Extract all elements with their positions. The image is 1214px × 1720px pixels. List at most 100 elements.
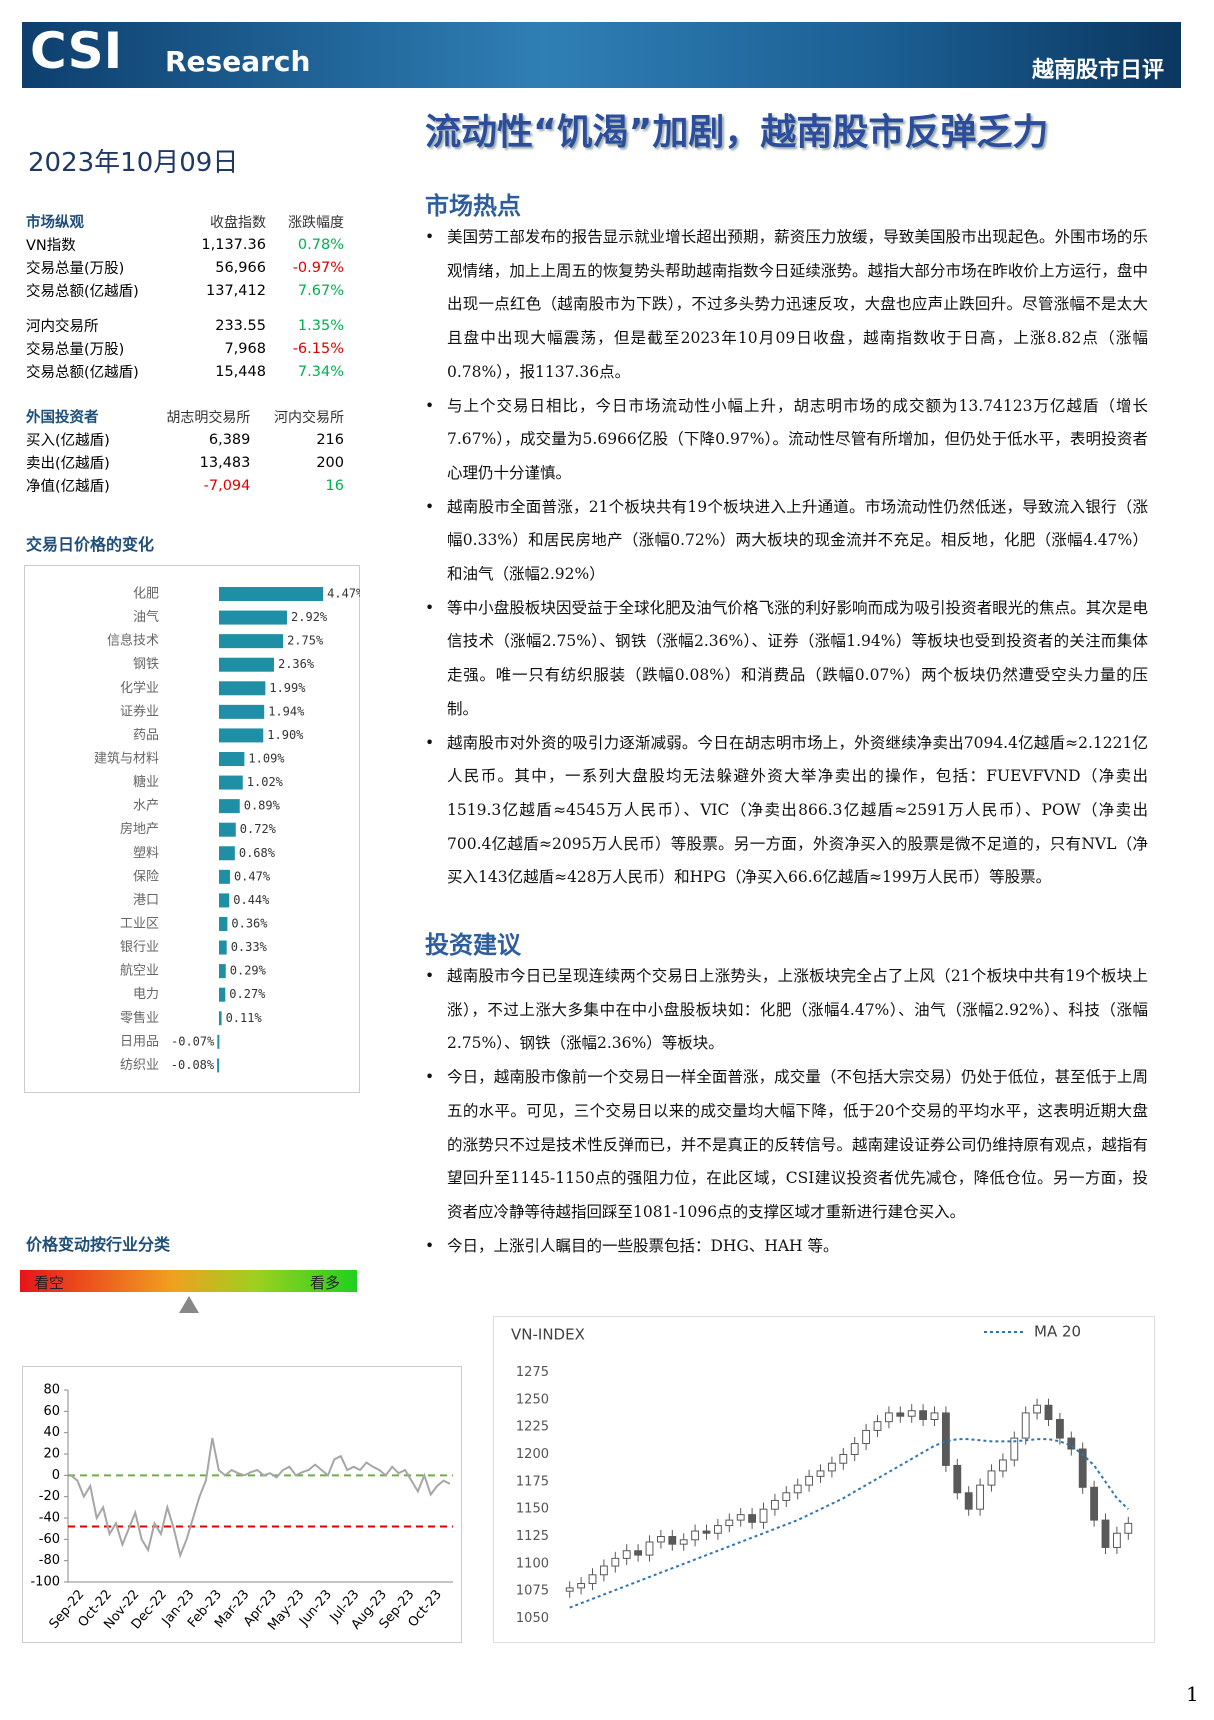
sector-chart: 化肥 4.47% 油气 2.92% 信息技术 2.75% 钢铁 2.36% 化学业 1.99% 证券… xyxy=(24,565,360,1093)
table-cell: 15,448 xyxy=(215,363,266,380)
y-tick-label: 1275 xyxy=(516,1365,549,1380)
category-label: 糖业 xyxy=(133,774,159,790)
category-label: 日用品 xyxy=(120,1034,159,1049)
category-label: 水产 xyxy=(133,799,159,814)
candle-body xyxy=(827,1462,836,1472)
market-table: 市场纵观 收盘指数 涨跌幅度 VN指数 1,137.36 0.78% 交易总量(万股) 56,… xyxy=(26,210,344,383)
table-row: VN指数 1,137.36 0.78% xyxy=(26,233,344,256)
table-cell: 7.34% xyxy=(297,363,344,380)
category-label: 电力 xyxy=(133,987,159,1002)
legend-label: MA 20 xyxy=(1034,1323,1081,1341)
candle-body xyxy=(759,1508,768,1523)
bar xyxy=(219,634,284,649)
y-tick-label: -20 xyxy=(39,1489,60,1504)
advice-list: 越南股市今日已呈现连续两个交易日上涨势头，上涨板块完全占了上风（21个板块中共有… xyxy=(425,960,1148,1263)
y-tick-label: -80 xyxy=(39,1553,60,1568)
candle-body xyxy=(713,1525,722,1534)
candle-body xyxy=(645,1541,654,1556)
gauge-low: 看空 xyxy=(34,1274,65,1292)
gauge-pointer xyxy=(179,1296,199,1313)
value-label: 0.11% xyxy=(226,1011,263,1025)
y-tick-label: 1225 xyxy=(516,1420,549,1435)
candle-body xyxy=(998,1459,1007,1472)
bullet-item: 今日，上涨引人瞩目的一些股票包括：DHG、HAH 等。 xyxy=(425,1230,1148,1264)
y-tick-label: 1150 xyxy=(516,1502,549,1517)
candle-body xyxy=(1044,1404,1053,1420)
table-cell: -0.97% xyxy=(292,259,344,276)
table-cell: 1,137.36 xyxy=(201,236,266,253)
chart-title: VN-INDEX xyxy=(511,1326,585,1344)
candle-body xyxy=(987,1470,996,1486)
value-label: -0.08% xyxy=(171,1058,215,1072)
bar xyxy=(219,704,265,719)
candle-body xyxy=(941,1412,950,1466)
candle-body xyxy=(930,1412,939,1420)
table-cell: 买入(亿越盾) xyxy=(26,433,110,449)
value-label: 0.72% xyxy=(240,822,277,836)
value-label: 2.92% xyxy=(291,610,328,624)
table-cell: 216 xyxy=(316,431,344,448)
table-cell: 7,968 xyxy=(224,340,266,357)
value-label: 0.33% xyxy=(231,940,268,954)
y-tick-label: 60 xyxy=(43,1404,60,1419)
table-cell: -7,094 xyxy=(203,477,251,494)
candle-body xyxy=(976,1484,985,1510)
table-cell: 7.67% xyxy=(297,282,344,299)
category-label: 港口 xyxy=(133,893,159,908)
value-label: 0.47% xyxy=(234,869,271,883)
table-cell: 6,389 xyxy=(208,431,251,448)
bar xyxy=(219,681,266,696)
category-label: 化肥 xyxy=(133,587,159,602)
table-cell: 卖出(亿越盾) xyxy=(26,456,110,472)
candle-body xyxy=(919,1410,928,1420)
value-label: 1.94% xyxy=(268,704,305,718)
spacer xyxy=(26,302,344,314)
y-tick-label: 1100 xyxy=(516,1556,549,1571)
table-cell: 交易总量(万股) xyxy=(26,261,125,277)
candle-body xyxy=(1101,1519,1110,1548)
candle-body xyxy=(782,1492,791,1501)
candle-body xyxy=(725,1519,734,1527)
candle-body xyxy=(1010,1437,1019,1461)
y-tick-label: -60 xyxy=(39,1532,60,1547)
bullet-item: 越南股市今日已呈现连续两个交易日上涨势头，上涨板块完全占了上风（21个板块中共有… xyxy=(425,960,1148,1061)
bar xyxy=(219,610,288,625)
bullet-item: 与上个交易日相比，今日市场流动性小幅上升，胡志明市场的成交额为13.74123万… xyxy=(425,390,1148,491)
table-cell: 市场纵观 xyxy=(26,215,84,231)
value-label: 1.02% xyxy=(247,775,284,789)
value-label: 0.68% xyxy=(239,846,276,860)
candle-body xyxy=(1033,1404,1042,1414)
category-label: 信息技术 xyxy=(107,633,159,649)
candle-body xyxy=(1124,1522,1133,1534)
candle-body xyxy=(1055,1418,1064,1439)
category-label: 零售业 xyxy=(120,1010,159,1026)
candle-body xyxy=(577,1583,586,1589)
candle-body xyxy=(748,1514,757,1523)
bar xyxy=(217,1058,220,1073)
table-cell: 涨跌幅度 xyxy=(288,214,344,231)
category-label: 药品 xyxy=(133,728,159,743)
y-tick-label: 80 xyxy=(43,1383,60,1398)
candle-body xyxy=(736,1514,745,1521)
table-row: 市场纵观 收盘指数 涨跌幅度 xyxy=(26,210,344,233)
banner xyxy=(22,22,1181,88)
candle-body xyxy=(691,1530,700,1541)
candle-body xyxy=(679,1539,688,1545)
category-label: 化学业 xyxy=(120,680,159,696)
category-label: 航空业 xyxy=(120,963,159,979)
category-label: 塑料 xyxy=(133,846,159,861)
bar xyxy=(219,728,264,743)
y-tick-label: 1200 xyxy=(516,1447,549,1462)
table-cell: 137,412 xyxy=(206,282,266,299)
bullet-item: 今日，越南股市像前一个交易日一样全面普涨，成交量（不包括大宗交易）仍处于低位，甚… xyxy=(425,1061,1148,1230)
table-row: 买入(亿越盾) 6,389 216 xyxy=(26,428,344,451)
table-row: 卖出(亿越盾) 13,483 200 xyxy=(26,451,344,474)
y-tick-label: 20 xyxy=(43,1447,60,1462)
brand: CSI xyxy=(30,22,123,80)
candle-body xyxy=(668,1536,677,1545)
table-row: 外国投资者 胡志明交易所 河内交易所 xyxy=(26,405,344,428)
value-label: 0.29% xyxy=(230,964,267,978)
bar xyxy=(217,1034,220,1049)
candle-body xyxy=(588,1574,597,1585)
